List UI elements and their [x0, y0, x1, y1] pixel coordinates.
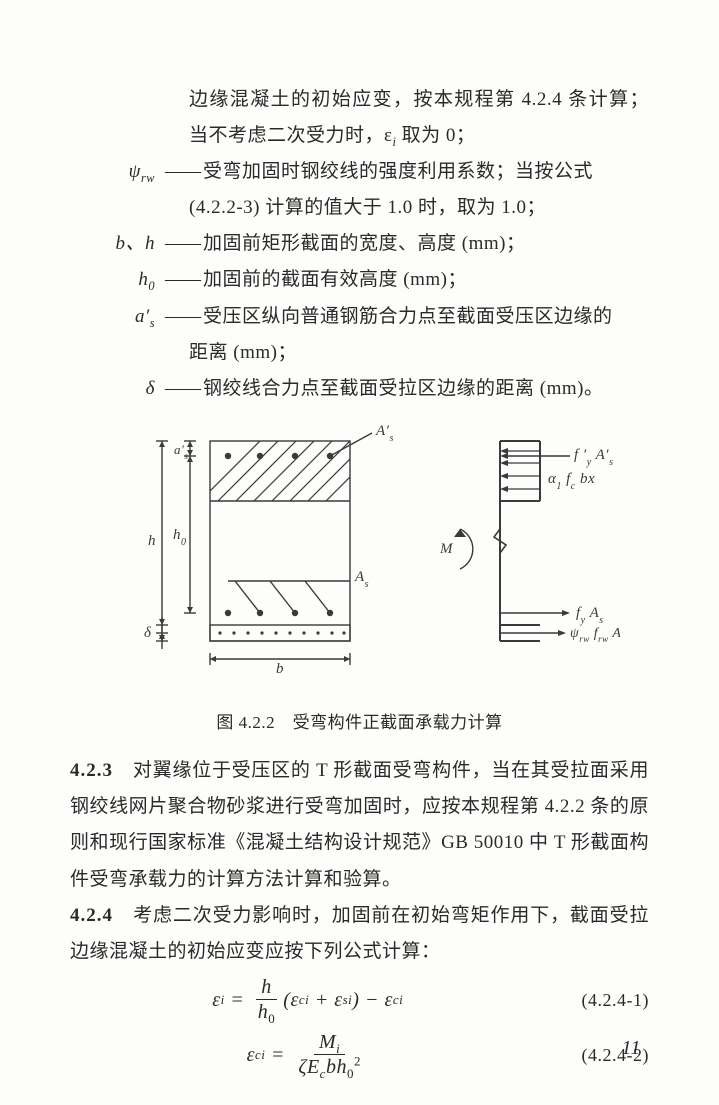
equation-number: (4.2.4-1): [582, 983, 649, 1017]
def-text: 钢绞线合力点至截面受拉区边缘的距离 (mm)。: [203, 371, 649, 407]
sym-char: ψ: [129, 161, 141, 182]
def-symbol: ψrw: [70, 154, 161, 190]
page-number: 11: [621, 1029, 641, 1067]
svg-text:δ: δ: [144, 625, 152, 641]
equation-4-2-4-1: εi = hh0 (εci + εsi) − εci (4.2.4-1): [70, 976, 649, 1025]
def-text-cont: (4.2.2-3) 计算的值大于 1.0 时，取为 1.0；: [70, 190, 649, 226]
def-dash: ——: [161, 299, 203, 335]
def-text: 受压区纵向普通钢筋合力点至截面受压区边缘的: [203, 299, 649, 335]
def-symbol: a′s: [70, 299, 161, 335]
svg-text:h: h: [148, 533, 156, 549]
def-dash: ——: [161, 154, 203, 190]
def-symbol: h0: [70, 262, 161, 298]
svg-text:ψrw frw Arw: ψrw frw Arw: [570, 626, 620, 644]
section-text: 考虑二次受力影响时，加固前在初始弯矩作用下，截面受拉边缘混凝土的初始应变应按下列…: [70, 905, 649, 962]
def-symbol: b、h: [70, 226, 161, 262]
sym-sub: rw: [141, 171, 155, 185]
svg-text:f ′y A′s: f ′y A′s: [574, 447, 614, 468]
svg-text:α1 fc bx: α1 fc bx: [548, 471, 595, 492]
sym-char: h: [138, 269, 148, 290]
svg-text:h0: h0: [173, 527, 187, 548]
def-text: 加固前矩形截面的宽度、高度 (mm)；: [203, 226, 649, 262]
def-text-cont: 距离 (mm)；: [70, 335, 649, 371]
svg-text:M: M: [439, 541, 454, 557]
section-4-2-3: 4.2.3 对翼缘位于受压区的 T 形截面受弯构件，当在其受拉面采用钢绞线网片聚…: [70, 753, 649, 897]
section-diagram-svg: A′s As a′s h0: [100, 421, 620, 676]
svg-text:As: As: [354, 569, 369, 590]
figure-4-2-2: A′s As a′s h0: [70, 421, 649, 689]
def-dash: ——: [161, 371, 203, 407]
def-h0: h0 —— 加固前的截面有效高度 (mm)；: [70, 262, 649, 298]
def-cont-text-b: 取为 0；: [396, 125, 475, 146]
def-delta: δ —— 钢绞线合力点至截面受拉区边缘的距离 (mm)。: [70, 371, 649, 407]
figure-caption: 图 4.2.2 受弯构件正截面承载力计算: [70, 707, 649, 739]
def-text: 加固前的截面有效高度 (mm)；: [203, 262, 649, 298]
equation-body: εci = Mi ζEcbh02: [247, 1031, 369, 1080]
def-dash: ——: [161, 226, 203, 262]
def-symbol: δ: [70, 371, 161, 407]
def-b-h: b、h —— 加固前矩形截面的宽度、高度 (mm)；: [70, 226, 649, 262]
svg-text:a′s: a′s: [174, 442, 188, 461]
def-continue: 边缘混凝土的初始应变，按本规程第 4.2.4 条计算；当不考虑二次受力时，εi …: [70, 82, 649, 154]
def-dash: ——: [161, 262, 203, 298]
def-psi-rw: ψrw —— 受弯加固时钢绞线的强度利用系数；当按公式: [70, 154, 649, 190]
sym-sub: s: [150, 315, 155, 329]
sym-sub: 0: [148, 279, 155, 293]
equation-4-2-4-2: εci = Mi ζEcbh02 (4.2.4-2): [70, 1031, 649, 1080]
equation-body: εi = hh0 (εci + εsi) − εci: [212, 976, 403, 1025]
def-as: a′s —— 受压区纵向普通钢筋合力点至截面受压区边缘的: [70, 299, 649, 335]
def-text: 受弯加固时钢绞线的强度利用系数；当按公式: [203, 154, 649, 190]
svg-text:b: b: [276, 661, 284, 676]
svg-text:A′s: A′s: [375, 423, 394, 444]
sym-char: a′: [135, 306, 150, 327]
section-text: 对翼缘位于受压区的 T 形截面受弯构件，当在其受拉面采用钢绞线网片聚合物砂浆进行…: [70, 760, 649, 889]
symbol-definitions: 边缘混凝土的初始应变，按本规程第 4.2.4 条计算；当不考虑二次受力时，εi …: [70, 82, 649, 407]
section-number: 4.2.4: [70, 905, 113, 926]
section-number: 4.2.3: [70, 760, 113, 781]
svg-text:fy As: fy As: [576, 605, 604, 626]
section-4-2-4: 4.2.4 考虑二次受力影响时，加固前在初始弯矩作用下，截面受拉边缘混凝土的初始…: [70, 898, 649, 970]
